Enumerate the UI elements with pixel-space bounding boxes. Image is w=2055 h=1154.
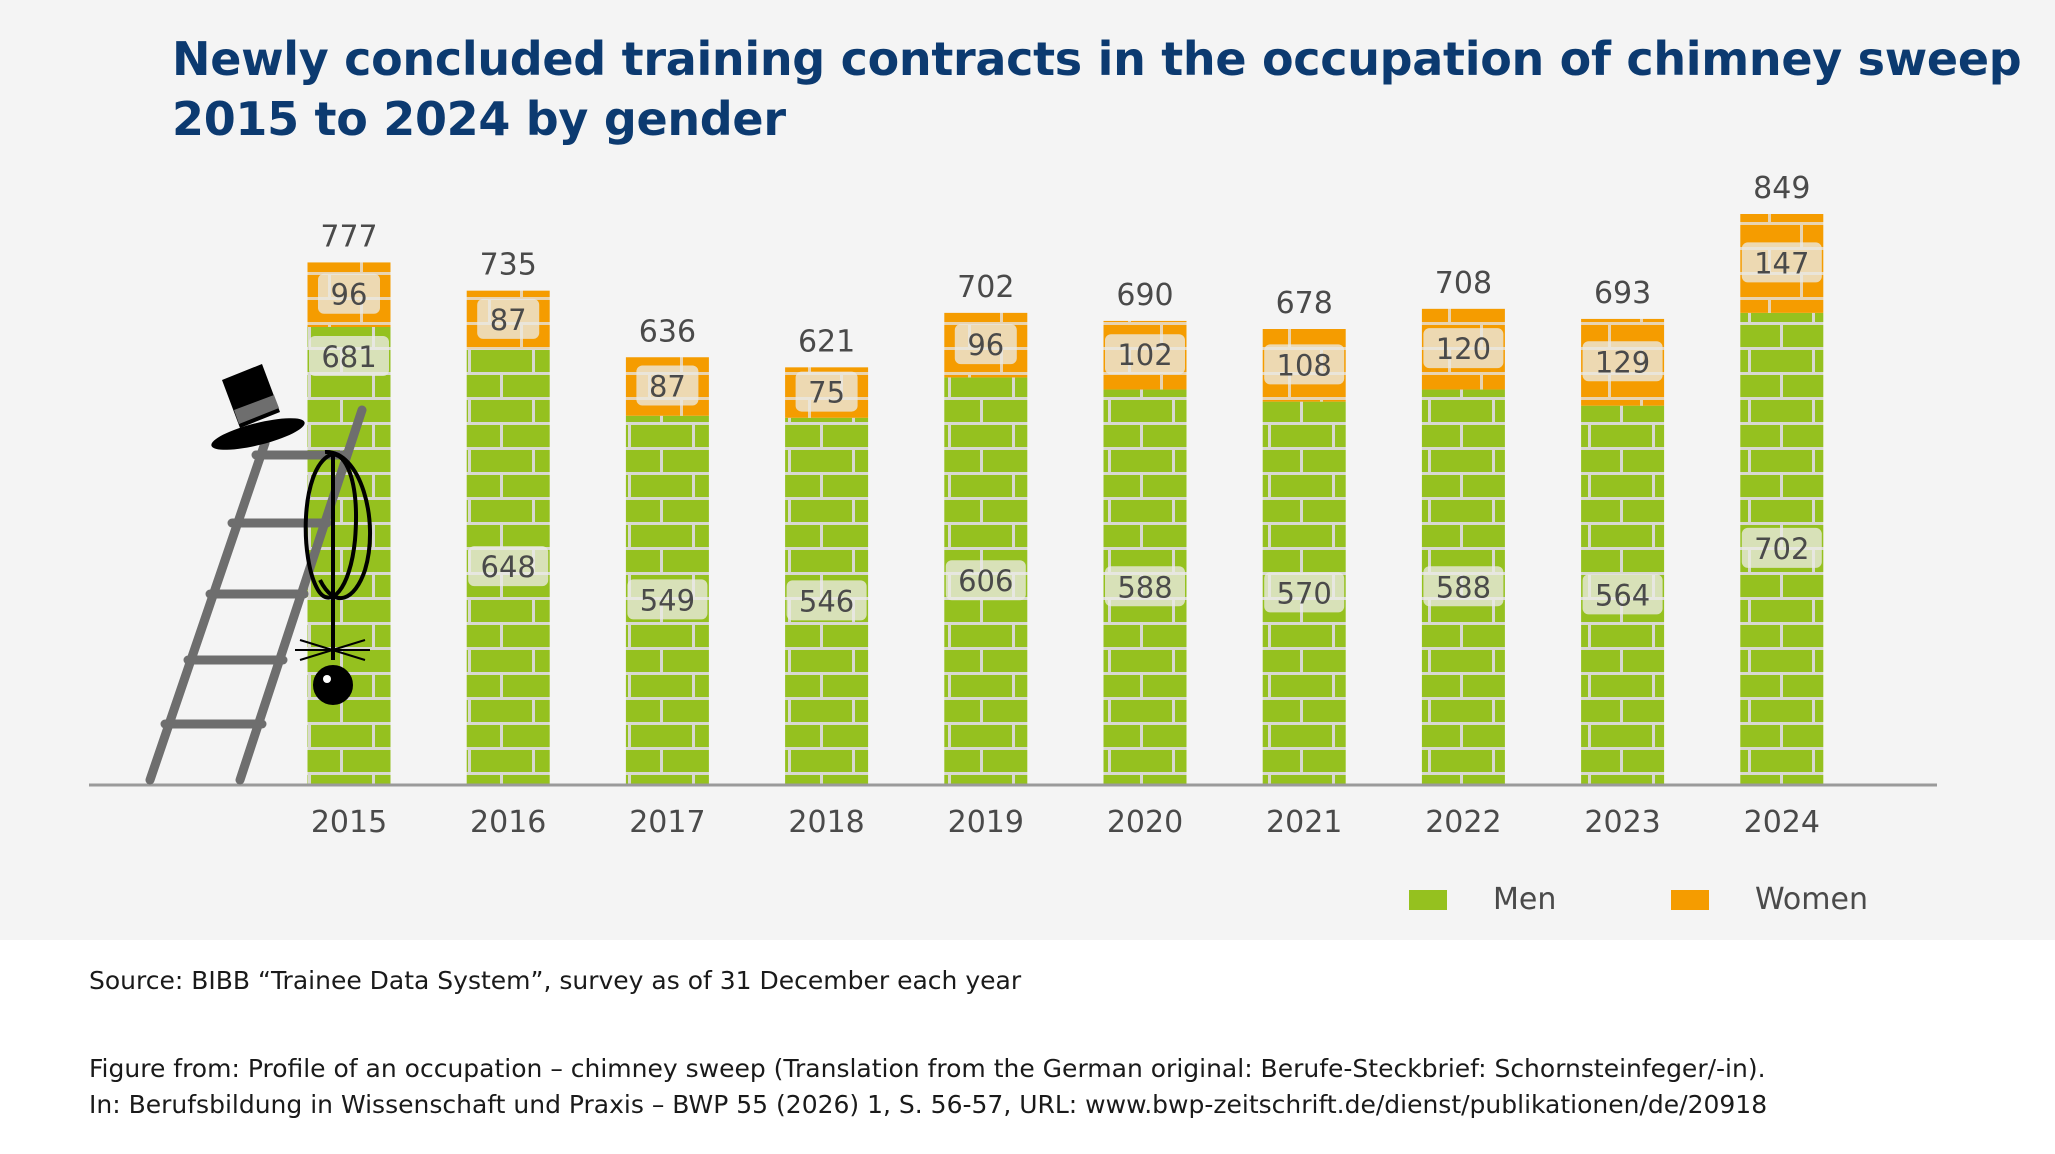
legend-women: Women xyxy=(1671,882,1868,917)
ladder-icon xyxy=(145,405,367,785)
label-men-2022: 588 xyxy=(1436,570,1491,604)
x-tick-2018: 2018 xyxy=(788,805,864,840)
source-note: Source: BIBB “Trainee Data System”, surv… xyxy=(89,966,1022,995)
label-total-2019: 702 xyxy=(957,270,1014,305)
label-men-2019: 606 xyxy=(958,564,1013,598)
label-total-2022: 708 xyxy=(1435,266,1492,301)
x-tick-2023: 2023 xyxy=(1584,805,1660,840)
label-men-2020: 588 xyxy=(1117,570,1172,604)
x-tick-2022: 2022 xyxy=(1425,805,1501,840)
label-women-2018: 75 xyxy=(808,376,845,410)
label-men-2018: 546 xyxy=(799,584,854,618)
legend-swatch-men xyxy=(1409,889,1447,910)
label-women-2023: 129 xyxy=(1595,345,1650,379)
label-total-2018: 621 xyxy=(798,324,855,359)
citation-line1: Figure from: Profile of an occupation – … xyxy=(89,1054,1766,1083)
label-women-2024: 147 xyxy=(1754,246,1809,280)
label-women-2016: 87 xyxy=(490,303,527,337)
label-men-2016: 648 xyxy=(481,550,536,584)
label-women-2021: 108 xyxy=(1277,348,1332,382)
label-men-2017-box xyxy=(627,579,708,620)
label-men-2020-box xyxy=(1105,566,1185,607)
chart-title-line2: 2015 to 2024 by gender xyxy=(172,92,786,146)
x-tick-2017: 2017 xyxy=(629,805,705,840)
label-men-2017: 549 xyxy=(640,583,695,617)
label-women-2016-box xyxy=(477,298,540,339)
label-men-2023-box xyxy=(1582,574,1663,615)
legend-label-men: Men xyxy=(1493,882,1557,917)
label-women-2017: 87 xyxy=(649,370,686,404)
label-men-2024-box xyxy=(1741,527,1822,568)
label-women-2024-box xyxy=(1741,242,1822,283)
label-men-2022-box xyxy=(1423,566,1504,607)
x-tick-2016: 2016 xyxy=(470,805,546,840)
legend-men: Men xyxy=(1409,882,1556,917)
label-total-2021: 678 xyxy=(1276,286,1333,321)
chimney-sweep-illustration xyxy=(145,364,373,785)
label-total-2024: 849 xyxy=(1753,171,1810,206)
label-men-2015-box xyxy=(309,335,389,376)
label-total-2023: 693 xyxy=(1594,276,1651,311)
top-hat-icon xyxy=(211,364,305,450)
label-women-2019-box xyxy=(954,324,1017,365)
label-women-2017-box xyxy=(636,365,699,406)
label-women-2022: 120 xyxy=(1436,332,1491,366)
legend-label-women: Women xyxy=(1755,882,1868,917)
label-men-2021: 570 xyxy=(1277,576,1332,610)
label-total-2016: 735 xyxy=(480,248,537,283)
label-women-2018-box xyxy=(795,371,858,412)
label-women-2020-box xyxy=(1105,334,1185,375)
label-men-2021-box xyxy=(1264,572,1345,613)
label-men-2019-box xyxy=(945,560,1026,601)
label-women-2015-box xyxy=(318,273,380,314)
label-women-2015: 96 xyxy=(331,278,368,312)
label-women-2020: 102 xyxy=(1117,338,1172,372)
label-men-2018-box xyxy=(786,580,867,621)
x-tick-2020: 2020 xyxy=(1107,805,1183,840)
x-tick-2015: 2015 xyxy=(311,805,387,840)
x-tick-2024: 2024 xyxy=(1744,805,1820,840)
label-men-2023: 564 xyxy=(1595,578,1650,612)
label-men-2024: 702 xyxy=(1754,532,1809,566)
bar-men-2015 xyxy=(307,326,391,785)
x-tick-2021: 2021 xyxy=(1266,805,1342,840)
label-women-2021-box xyxy=(1264,344,1345,385)
chimney-brush-icon xyxy=(295,449,373,705)
label-women-2019: 96 xyxy=(967,328,1004,362)
legend-swatch-women xyxy=(1671,889,1709,910)
label-women-2023-box xyxy=(1582,341,1663,382)
label-men-2016-box xyxy=(468,546,549,587)
label-total-2020: 690 xyxy=(1116,278,1173,313)
label-women-2022-box xyxy=(1423,328,1504,369)
label-men-2015: 681 xyxy=(321,340,376,374)
label-total-2017: 636 xyxy=(639,314,696,349)
x-tick-2019: 2019 xyxy=(948,805,1024,840)
chart-title-line1: Newly concluded training contracts in th… xyxy=(172,32,2022,86)
bar-chart: 96 681 777 2015 87 648 735 2016 87 549 636 2017 75 54… xyxy=(89,171,1937,840)
label-total-2015: 777 xyxy=(320,219,377,254)
citation-line2: In: Berufsbildung in Wissenschaft und Pr… xyxy=(89,1090,1768,1119)
